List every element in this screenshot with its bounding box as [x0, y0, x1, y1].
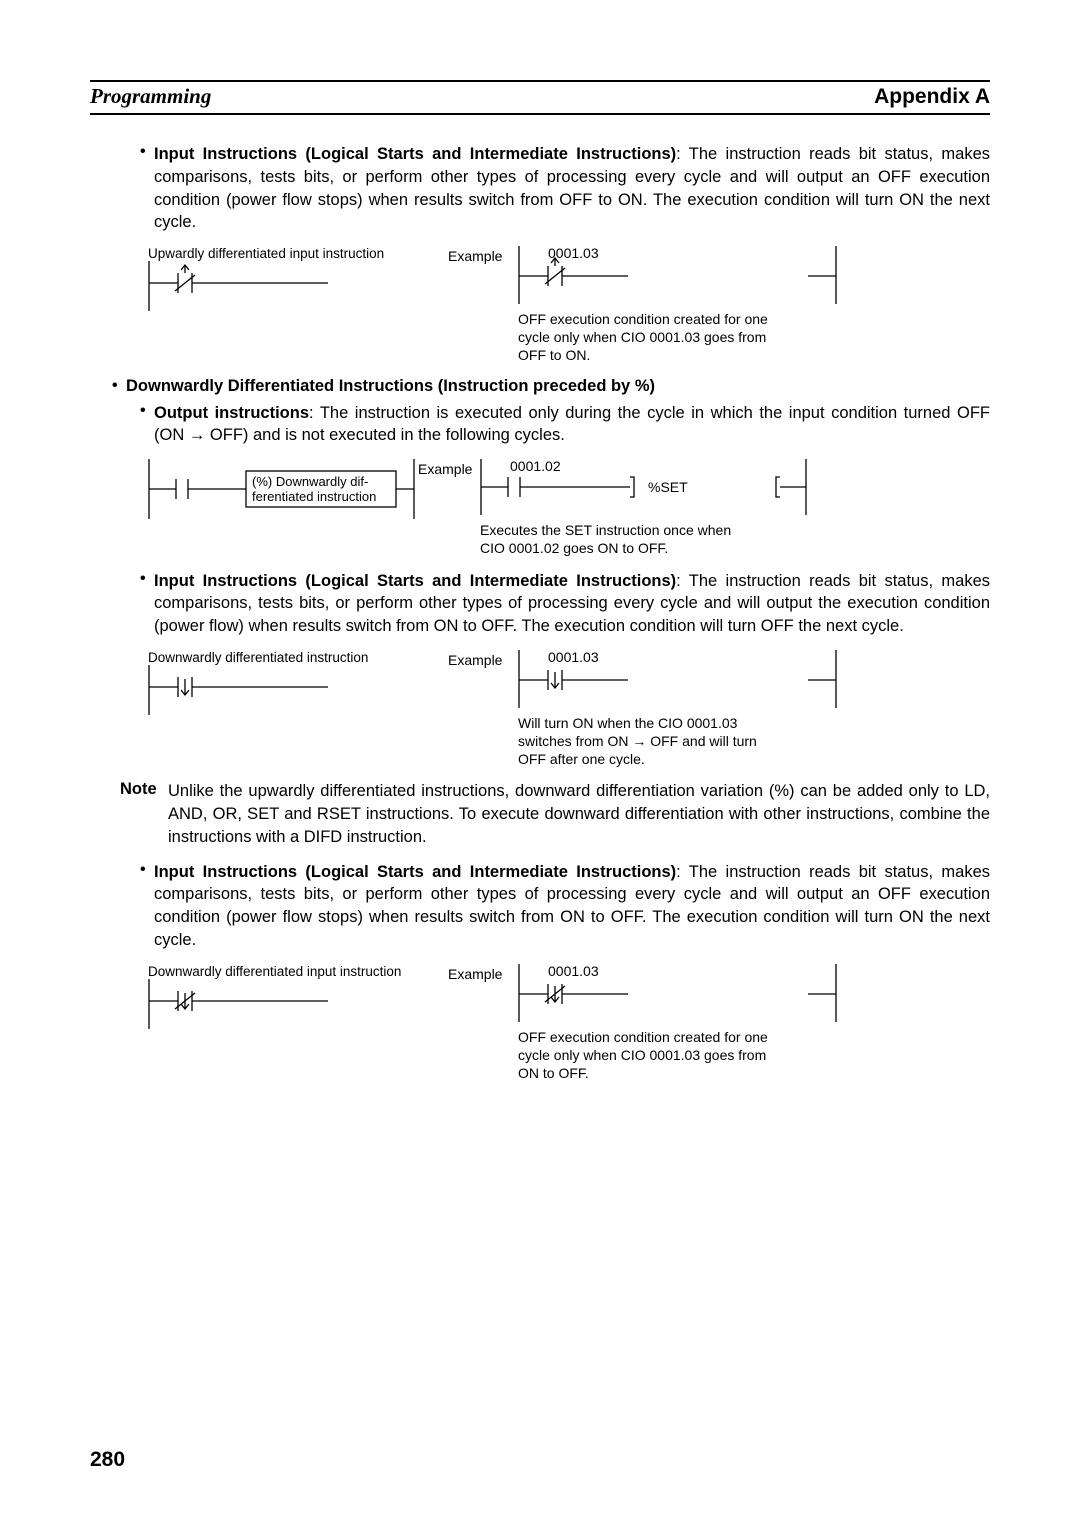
ladder-right4-icon: 0001.03 — [518, 964, 838, 1022]
note-label: Note — [120, 780, 168, 848]
bullet-output-instructions: • Output instructions: The instruction i… — [140, 402, 990, 448]
diag2-addr: 0001.02 — [510, 459, 561, 474]
diag4-caption: OFF execution condition created for one … — [518, 1028, 788, 1083]
diag2-instr: %SET — [648, 479, 688, 495]
b4-lead: Input Instructions (Logical Starts and I… — [154, 863, 676, 881]
section-title: Downwardly Differentiated Instructions (… — [126, 377, 655, 396]
diagram-downward-input: Downwardly differentiated instruction Ex… — [148, 650, 990, 769]
diag2-caption: Executes the SET instruction once when C… — [480, 521, 750, 557]
bullet-marker: • — [140, 143, 154, 234]
bullet-input-instructions-3: • Input Instructions (Logical Starts and… — [140, 861, 990, 952]
diag3-addr: 0001.03 — [548, 650, 599, 665]
ladder-right3-icon: 0001.03 — [518, 650, 838, 708]
note-block: Note Unlike the upwardly differentiated … — [120, 780, 990, 848]
b2-lead: Output instructions — [154, 404, 309, 422]
header-right: Appendix A — [874, 85, 990, 109]
diag2-example-label: Example — [418, 459, 480, 557]
b3-lead: Input Instructions (Logical Starts and I… — [154, 572, 676, 590]
diag1-left-label: Upwardly differentiated input instructio… — [148, 246, 448, 261]
bullet-input-instructions-1: • Input Instructions (Logical Starts and… — [140, 143, 990, 234]
diag1-caption: OFF execution condition created for one … — [518, 310, 788, 365]
bullet-input-instructions-2: • Input Instructions (Logical Starts and… — [140, 570, 990, 638]
ladder-left-icon — [148, 261, 428, 311]
diag4-addr: 0001.03 — [548, 964, 599, 979]
diag3-left-label: Downwardly differentiated instruction — [148, 650, 448, 665]
diag1-example-label: Example — [448, 246, 518, 365]
diagram-downward-input-off: Downwardly differentiated input instruct… — [148, 964, 990, 1083]
diagram-downward-output: (%) Downwardly dif- ferentiated instruct… — [148, 459, 990, 557]
ladder-left3-icon — [148, 665, 428, 715]
b1-lead: Input Instructions (Logical Starts and I… — [154, 145, 676, 163]
ladder-right-icon: 0001.03 — [518, 246, 838, 304]
ladder-left4-icon — [148, 979, 428, 1029]
diag4-example-label: Example — [448, 964, 518, 1083]
diag4-left-label: Downwardly differentiated input instruct… — [148, 964, 448, 979]
diag2-box1: (%) Downwardly dif- — [252, 474, 368, 489]
diag3-caption: Will turn ON when the CIO 0001.03 switch… — [518, 714, 788, 769]
diag3-example-label: Example — [448, 650, 518, 769]
ladder-left2-icon: (%) Downwardly dif- ferentiated instruct… — [148, 459, 418, 519]
header-left: Programming — [90, 84, 211, 109]
diag2-box2: ferentiated instruction — [252, 489, 376, 504]
page-number: 280 — [90, 1448, 125, 1472]
section-downward: • Downwardly Differentiated Instructions… — [112, 377, 990, 396]
ladder-right2-icon: 0001.02 %SET — [480, 459, 810, 515]
note-text: Unlike the upwardly differentiated instr… — [168, 780, 990, 848]
diagram-upward-input: Upwardly differentiated input instructio… — [148, 246, 990, 365]
